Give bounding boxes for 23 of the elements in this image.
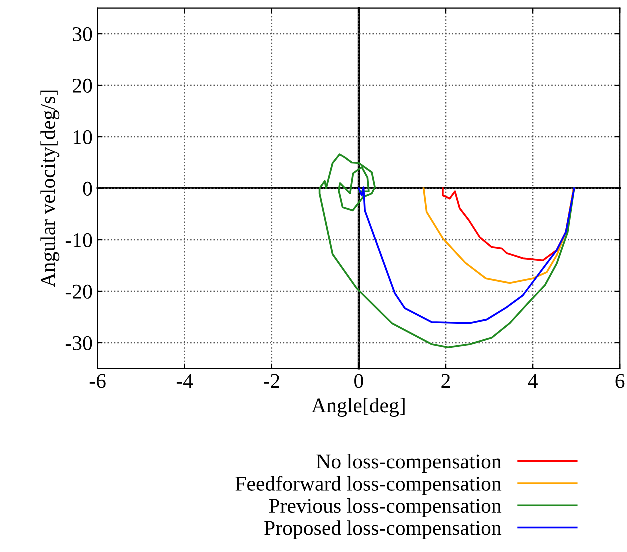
legend-label: No loss-compensation	[316, 454, 502, 473]
y-tick-label: 20	[73, 78, 92, 93]
x-tick-label: 2	[442, 374, 450, 388]
line-series	[422, 188, 575, 284]
legend-label: Proposed loss-compensation	[264, 520, 502, 540]
legend-label: Previous loss-compensation	[269, 498, 502, 518]
y-tick-label: 30	[73, 27, 92, 42]
y-tick-label: -20	[66, 284, 92, 299]
legend-label: Feedforward loss-compensation	[236, 476, 502, 496]
x-tick-label: 4	[528, 374, 538, 388]
line-series	[358, 186, 576, 324]
line-series	[318, 154, 576, 349]
y-tick-label: 0	[83, 182, 92, 196]
x-tick-label: -6	[90, 374, 106, 388]
x-axis-title: Angle[deg]	[312, 398, 405, 417]
x-tick-label: -2	[264, 374, 280, 388]
x-tick-label: -4	[176, 374, 194, 388]
y-tick-label: -30	[66, 336, 92, 350]
x-tick-label: 6	[616, 374, 625, 388]
y-axis-title: Angular velocity[deg/s]	[40, 90, 60, 288]
y-tick-label: -10	[66, 233, 92, 248]
y-tick-label: 10	[74, 130, 92, 144]
x-tick-label: 0	[354, 374, 364, 388]
